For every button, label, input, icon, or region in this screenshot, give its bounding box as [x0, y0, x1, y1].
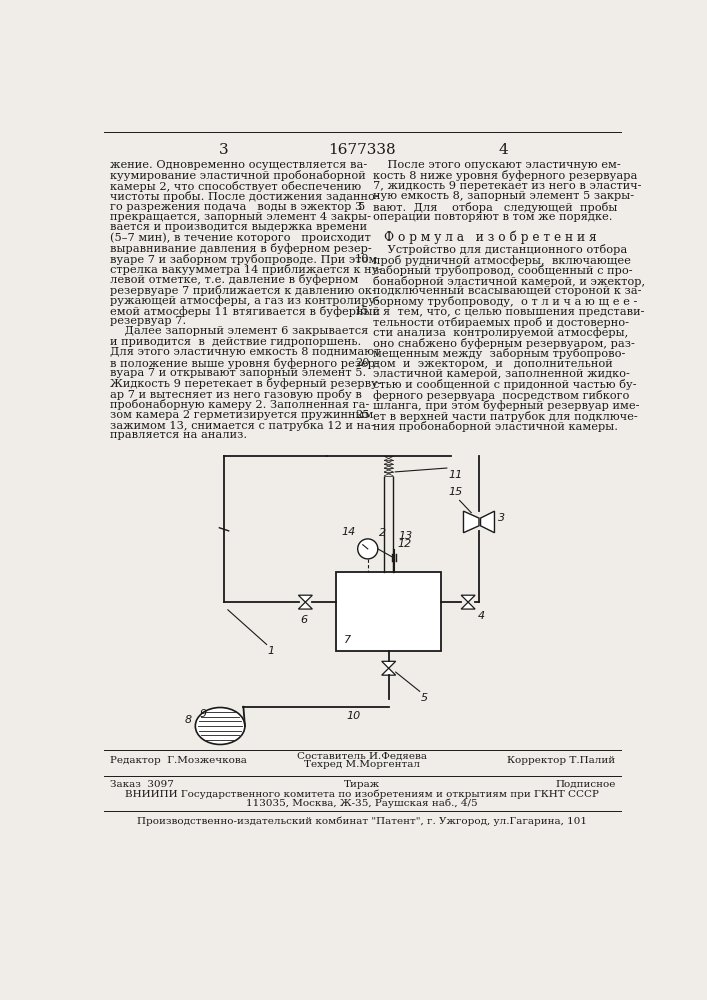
Text: 1: 1 — [267, 646, 274, 656]
Text: 113035, Москва, Ж-35, Раушская наб., 4/5: 113035, Москва, Ж-35, Раушская наб., 4/5 — [246, 798, 478, 808]
Text: камеры 2, что способствует обеспечению: камеры 2, что способствует обеспечению — [110, 181, 361, 192]
Text: кость 8 ниже уровня буферного резервуара: кость 8 ниже уровня буферного резервуара — [373, 170, 637, 181]
Text: ферного резервуара  посредством гибкого: ферного резервуара посредством гибкого — [373, 390, 629, 401]
Text: проб рудничной атмосферы,  включающее: проб рудничной атмосферы, включающее — [373, 255, 631, 266]
Text: прекращается, запорный элемент 4 закры-: прекращается, запорный элемент 4 закры- — [110, 212, 371, 222]
Text: 1677338: 1677338 — [328, 143, 396, 157]
Text: 7: 7 — [344, 635, 351, 645]
Text: 9: 9 — [200, 709, 207, 719]
Text: тельности отбираемых проб и достоверно-: тельности отбираемых проб и достоверно- — [373, 317, 629, 328]
Text: Составитель И.Федяева: Составитель И.Федяева — [297, 751, 427, 760]
Polygon shape — [461, 595, 475, 602]
Text: правляется на анализ.: правляется на анализ. — [110, 430, 247, 440]
Text: куумирование эластичной пробонаборной: куумирование эластичной пробонаборной — [110, 170, 366, 181]
Text: емой атмосферы 11 втягивается в буферный: емой атмосферы 11 втягивается в буферный — [110, 306, 380, 317]
Text: 25: 25 — [355, 410, 369, 420]
Text: подключенный всасывающей стороной к за-: подключенный всасывающей стороной к за- — [373, 286, 641, 296]
Text: борному трубопроводу,  о т л и ч а ю щ е е -: борному трубопроводу, о т л и ч а ю щ е … — [373, 296, 637, 307]
Text: ния пробонаборной эластичной камеры.: ния пробонаборной эластичной камеры. — [373, 421, 618, 432]
Text: выравнивание давления в буферном резер-: выравнивание давления в буферном резер- — [110, 243, 372, 254]
Text: зажимом 13, снимается с патрубка 12 и на-: зажимом 13, снимается с патрубка 12 и на… — [110, 420, 375, 431]
Text: Корректор Т.Палий: Корректор Т.Палий — [507, 756, 615, 765]
Text: ную емкость 8, запорный элемент 5 закры-: ную емкость 8, запорный элемент 5 закры- — [373, 191, 634, 201]
Bar — [337, 572, 441, 651]
Text: резервуаре 7 приближается к давлению ок-: резервуаре 7 приближается к давлению ок- — [110, 285, 376, 296]
Text: в положение выше уровня буферного резер-: в положение выше уровня буферного резер- — [110, 358, 379, 369]
Text: 13: 13 — [399, 531, 413, 541]
Circle shape — [358, 539, 378, 559]
Text: мещенным между  заборным трубопрово-: мещенным между заборным трубопрово- — [373, 348, 625, 359]
Text: жение. Одновременно осуществляется ва-: жение. Одновременно осуществляется ва- — [110, 160, 368, 170]
Text: эластичной камерой, заполненной жидко-: эластичной камерой, заполненной жидко- — [373, 369, 630, 379]
Text: 3: 3 — [498, 513, 506, 523]
Text: стрелка вакуумметра 14 приближается к ну-: стрелка вакуумметра 14 приближается к ну… — [110, 264, 382, 275]
Text: Ф о р м у л а   и з о б р е т е н и я: Ф о р м у л а и з о б р е т е н и я — [385, 230, 597, 244]
Text: 5: 5 — [358, 202, 366, 212]
Text: Для этого эластичную емкость 8 поднимают: Для этого эластичную емкость 8 поднимают — [110, 347, 380, 357]
Text: 14: 14 — [342, 527, 356, 537]
Text: вают.  Для    отбора   следующей  пробы: вают. Для отбора следующей пробы — [373, 202, 617, 213]
Text: 10: 10 — [346, 711, 361, 721]
Text: После этого опускают эластичную ем-: После этого опускают эластичную ем- — [373, 160, 621, 170]
Text: вуара 7 и открывают запорный элемент 5.: вуара 7 и открывают запорный элемент 5. — [110, 368, 366, 378]
Text: зом камера 2 герметизируется пружинным: зом камера 2 герметизируется пружинным — [110, 410, 373, 420]
Text: бонаборной эластичной камерой, и эжектор,: бонаборной эластичной камерой, и эжектор… — [373, 276, 645, 287]
Text: 4: 4 — [477, 611, 484, 621]
Text: пробонаборную камеру 2. Заполненная га-: пробонаборную камеру 2. Заполненная га- — [110, 399, 370, 410]
Text: резервуар 7.: резервуар 7. — [110, 316, 187, 326]
Polygon shape — [382, 668, 396, 675]
Text: сти анализа  контролируемой атмосферы,: сти анализа контролируемой атмосферы, — [373, 328, 628, 338]
Text: Заказ  3097: Заказ 3097 — [110, 780, 174, 789]
Polygon shape — [298, 595, 312, 602]
Polygon shape — [481, 511, 494, 533]
Text: 2: 2 — [380, 528, 387, 538]
Text: 10: 10 — [355, 254, 369, 264]
Text: вуаре 7 и заборном трубопроводе. При этом: вуаре 7 и заборном трубопроводе. При это… — [110, 254, 378, 265]
Polygon shape — [382, 661, 396, 668]
Text: 12: 12 — [398, 539, 412, 549]
Text: дом  и  эжектором,  и   дополнительной: дом и эжектором, и дополнительной — [373, 359, 612, 369]
Text: ВНИИПИ Государственного комитета по изобретениям и открытиям при ГКНТ СССР: ВНИИПИ Государственного комитета по изоб… — [125, 789, 599, 799]
Text: ет в верхней части патрубок для подключе-: ет в верхней части патрубок для подключе… — [373, 411, 638, 422]
Text: Производственно-издательский комбинат "Патент", г. Ужгород, ул.Гагарина, 101: Производственно-издательский комбинат "П… — [137, 816, 587, 826]
Text: го разрежения подача   воды в эжектор 3: го разрежения подача воды в эжектор 3 — [110, 202, 362, 212]
Text: 20: 20 — [355, 358, 369, 368]
Text: Жидкость 9 перетекает в буферный резерву-: Жидкость 9 перетекает в буферный резерву… — [110, 378, 382, 389]
Text: Редактор  Г.Мозжечкова: Редактор Г.Мозжечкова — [110, 756, 247, 765]
Text: шланга, при этом буферный резервуар име-: шланга, при этом буферный резервуар име- — [373, 400, 639, 411]
Text: операции повторяют в том же порядке.: операции повторяют в том же порядке. — [373, 212, 612, 222]
Text: оно снабжено буферным резервуаром, раз-: оно снабжено буферным резервуаром, раз- — [373, 338, 635, 349]
Text: 8: 8 — [185, 715, 192, 725]
Text: 6: 6 — [300, 615, 308, 625]
Polygon shape — [298, 602, 312, 609]
Text: Далее запорный элемент 6 закрывается: Далее запорный элемент 6 закрывается — [110, 326, 368, 336]
Text: 15: 15 — [355, 306, 369, 316]
Text: с я  тем, что, с целью повышения представи-: с я тем, что, с целью повышения представ… — [373, 307, 644, 317]
Text: (5–7 мин), в течение которого   происходит: (5–7 мин), в течение которого происходит — [110, 233, 371, 243]
Text: 4: 4 — [498, 143, 508, 157]
Polygon shape — [464, 511, 479, 533]
Text: Тираж: Тираж — [344, 780, 380, 789]
Text: Подписное: Подписное — [555, 780, 615, 789]
Text: 5: 5 — [421, 693, 428, 703]
Text: и приводится  в  действие гидропоршень.: и приводится в действие гидропоршень. — [110, 337, 361, 347]
Text: 15: 15 — [448, 487, 462, 497]
Text: 11: 11 — [448, 470, 462, 480]
Text: Техред М.Моргентал: Техред М.Моргентал — [304, 760, 420, 769]
Text: 7, жидкость 9 перетекает из него в эластич-: 7, жидкость 9 перетекает из него в эласт… — [373, 181, 641, 191]
Text: Устройство для дистанционного отбора: Устройство для дистанционного отбора — [373, 244, 627, 255]
Text: ар 7 и вытесняет из него газовую пробу в: ар 7 и вытесняет из него газовую пробу в — [110, 389, 362, 400]
Text: чистоты пробы. После достижения заданно-: чистоты пробы. После достижения заданно- — [110, 191, 379, 202]
Text: стью и сообщенной с придонной частью бу-: стью и сообщенной с придонной частью бу- — [373, 379, 636, 390]
Text: 3: 3 — [219, 143, 229, 157]
Text: ружающей атмосферы, а газ из контролиру-: ружающей атмосферы, а газ из контролиру- — [110, 295, 379, 306]
Text: левой отметке, т.е. давление в буферном: левой отметке, т.е. давление в буферном — [110, 274, 358, 285]
Ellipse shape — [195, 708, 245, 744]
Polygon shape — [461, 602, 475, 609]
Text: заборный трубопровод, сообщенный с про-: заборный трубопровод, сообщенный с про- — [373, 265, 633, 276]
Text: вается и производится выдержка времени: вается и производится выдержка времени — [110, 222, 367, 232]
